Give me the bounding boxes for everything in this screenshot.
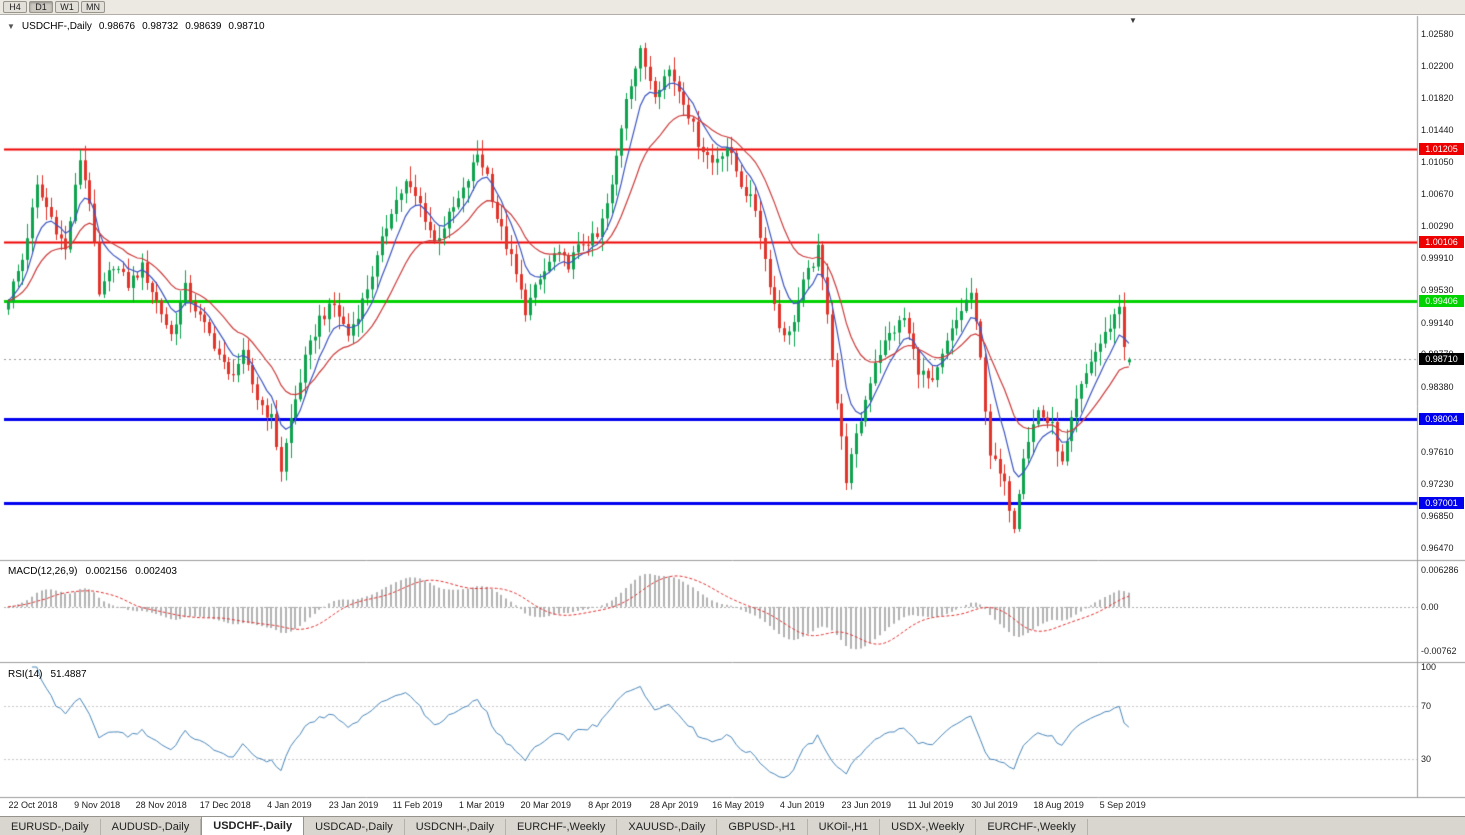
price-axis-tick: 1.01820 — [1421, 92, 1454, 103]
macd-axis-tick: 0.00 — [1421, 601, 1439, 612]
price-axis-tick: 0.97610 — [1421, 446, 1454, 457]
symbol-tab-usdx-weekly[interactable]: USDX-,Weekly — [880, 819, 977, 835]
date-axis-label: 18 Aug 2019 — [1033, 800, 1084, 810]
price-level-label[interactable]: 1.01205 — [1419, 143, 1464, 156]
price-axis-tick: 0.96470 — [1421, 542, 1454, 553]
price-level-label[interactable]: 0.99406 — [1419, 294, 1464, 307]
timeframe-button-d1[interactable]: D1 — [29, 1, 53, 13]
date-axis-label: 28 Apr 2019 — [649, 800, 699, 810]
date-axis-label: 11 Feb 2019 — [392, 800, 443, 810]
series-end-marker-icon: ▼ — [1129, 16, 1137, 25]
chart-title-bar: ▼ USDCHF-,Daily 0.98676 0.98732 0.98639 … — [7, 21, 265, 32]
date-axis-label: 20 Mar 2019 — [520, 800, 572, 810]
price-chart-canvas[interactable] — [0, 0, 1465, 818]
date-axis-label: 5 Sep 2019 — [1099, 800, 1146, 810]
ohlc-low: 0.98639 — [185, 21, 222, 32]
current-price-label: 0.98710 — [1419, 353, 1464, 366]
date-axis-label: 28 Nov 2018 — [135, 800, 187, 810]
symbol-tab-eurchf-weekly[interactable]: EURCHF-,Weekly — [976, 819, 1088, 835]
macd-signal-value: 0.002403 — [135, 566, 177, 577]
symbol-tab-audusd-daily[interactable]: AUDUSD-,Daily — [101, 819, 202, 835]
date-axis-label: 1 Mar 2019 — [458, 800, 505, 810]
date-axis-label: 23 Jun 2019 — [841, 800, 892, 810]
symbol-tab-usdcnh-daily[interactable]: USDCNH-,Daily — [405, 819, 506, 835]
symbol-tab-xauusd-daily[interactable]: XAUUSD-,Daily — [617, 819, 718, 835]
price-axis-tick: 1.00670 — [1421, 189, 1454, 200]
symbol-tab-usdchf-daily[interactable]: USDCHF-,Daily — [201, 816, 305, 835]
price-axis-tick: 0.97230 — [1421, 478, 1454, 489]
date-axis-label: 11 Jul 2019 — [907, 800, 954, 810]
rsi-panel-header: RSI(14) 51.4887 — [8, 669, 87, 680]
timeframe-button-mn[interactable]: MN — [81, 1, 105, 13]
macd-axis-tick: -0.00762 — [1421, 646, 1457, 657]
expand-caret-icon[interactable]: ▼ — [7, 22, 15, 31]
chart-symbol-period: USDCHF-,Daily — [21, 21, 92, 32]
rsi-value: 51.4887 — [50, 669, 87, 680]
price-axis-tick: 0.99140 — [1421, 318, 1454, 329]
price-level-label[interactable]: 1.00106 — [1419, 235, 1464, 248]
ohlc-high: 0.98732 — [142, 21, 179, 32]
macd-axis-tick: 0.006286 — [1421, 565, 1459, 576]
date-axis-label: 30 Jul 2019 — [971, 800, 1018, 810]
symbol-tab-gbpusd-h1[interactable]: GBPUSD-,H1 — [717, 819, 808, 835]
timeframe-button-w1[interactable]: W1 — [55, 1, 79, 13]
price-axis-tick: 1.00290 — [1421, 221, 1454, 232]
rsi-indicator-name: RSI(14) — [8, 669, 43, 680]
ohlc-open: 0.98676 — [98, 21, 136, 32]
price-axis-tick: 1.02200 — [1421, 60, 1454, 71]
macd-main-value: 0.002156 — [85, 566, 128, 577]
date-axis-label: 9 Nov 2018 — [74, 800, 121, 810]
price-axis-tick: 0.98380 — [1421, 382, 1454, 393]
date-axis-label: 22 Oct 2018 — [8, 800, 58, 810]
date-axis-label: 23 Jan 2019 — [328, 800, 379, 810]
timeframe-button-h4[interactable]: H4 — [3, 1, 27, 13]
price-axis-tick: 1.02580 — [1421, 28, 1454, 39]
rsi-axis-tick: 70 — [1421, 701, 1432, 712]
date-axis-label: 8 Apr 2019 — [588, 800, 632, 810]
macd-panel-header: MACD(12,26,9) 0.002156 0.002403 — [8, 566, 177, 577]
price-level-label[interactable]: 0.97001 — [1419, 497, 1464, 510]
price-axis-tick: 0.99910 — [1421, 253, 1454, 264]
date-axis-label: 17 Dec 2018 — [199, 800, 251, 810]
price-level-label[interactable]: 0.98004 — [1419, 412, 1464, 425]
symbol-tab-eurusd-daily[interactable]: EURUSD-,Daily — [0, 819, 101, 835]
date-axis-label: 4 Jan 2019 — [267, 800, 312, 810]
ohlc-close: 0.98710 — [228, 21, 265, 32]
rsi-axis-tick: 30 — [1421, 753, 1432, 764]
price-axis-tick: 0.99530 — [1421, 285, 1454, 296]
rsi-axis-tick: 100 — [1421, 662, 1437, 672]
symbol-tab-eurchf-weekly[interactable]: EURCHF-,Weekly — [506, 819, 618, 835]
price-axis-tick: 0.96850 — [1421, 510, 1454, 521]
date-axis-label: 16 May 2019 — [712, 800, 765, 810]
symbol-tab-usdcad-daily[interactable]: USDCAD-,Daily — [304, 819, 405, 835]
price-axis-tick: 1.01050 — [1421, 157, 1454, 168]
symbol-tab-ukoil-h1[interactable]: UKOil-,H1 — [808, 819, 881, 835]
macd-indicator-name: MACD(12,26,9) — [8, 566, 78, 577]
date-axis-label: 4 Jun 2019 — [779, 800, 825, 810]
price-axis-tick: 1.01440 — [1421, 124, 1454, 135]
symbol-tabbar: EURUSD-,Daily AUDUSD-,Daily USDCHF-,Daily U… — [0, 816, 1465, 835]
timeframe-toolbar: H4 D1 W1 MN — [0, 0, 1465, 15]
